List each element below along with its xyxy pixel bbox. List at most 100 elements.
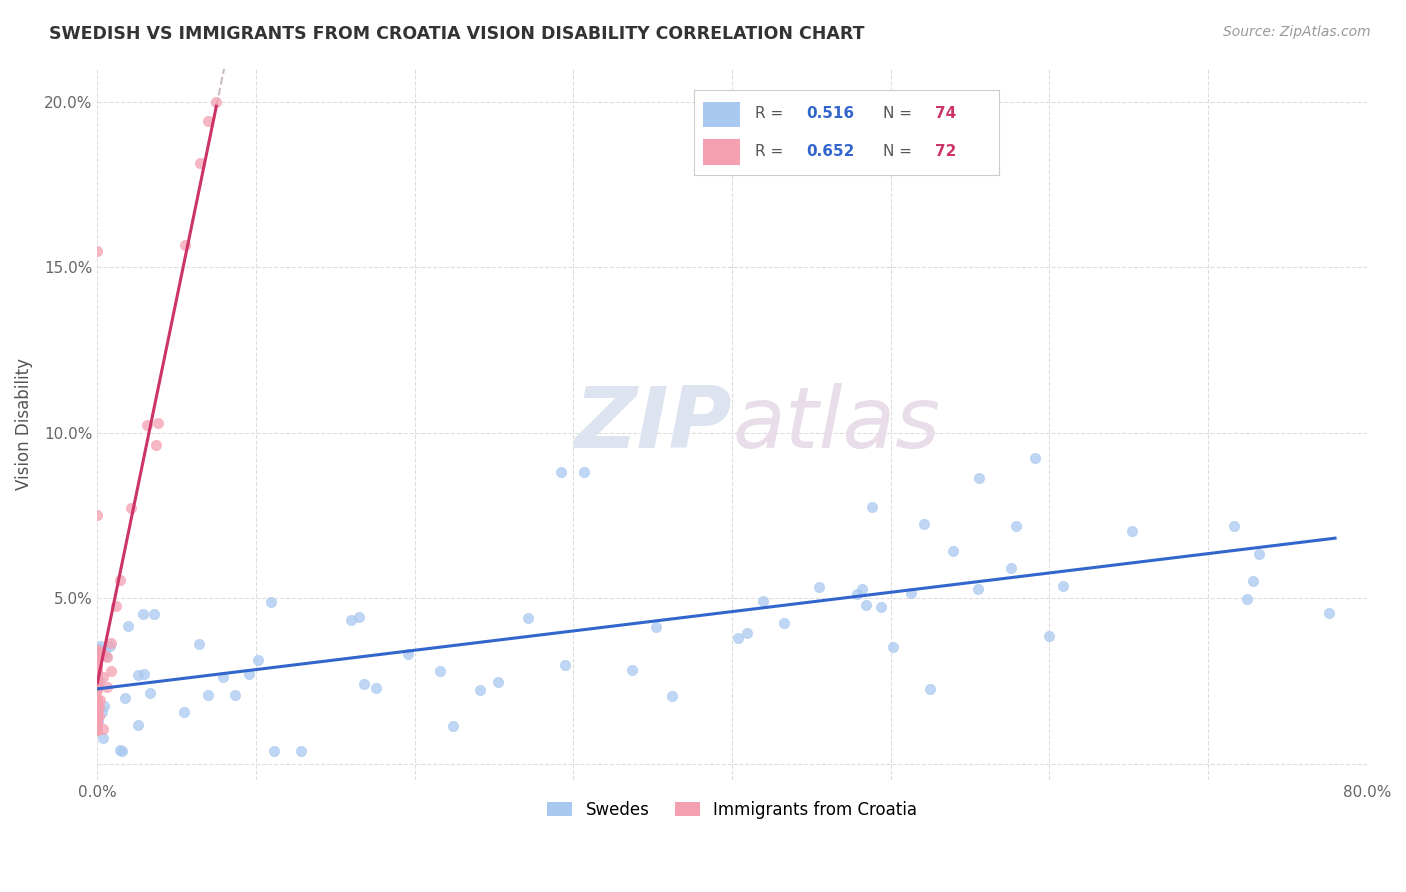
- Point: [94, 649, 117, 664]
- Point: [1052, 579, 1074, 593]
- Point: [621, 664, 644, 678]
- Point: [340, 613, 363, 627]
- Point: [86, 701, 108, 715]
- Point: [86, 653, 108, 667]
- Point: [86, 676, 108, 690]
- Point: [108, 574, 131, 588]
- Point: [808, 580, 831, 594]
- Point: [486, 675, 509, 690]
- Point: [882, 640, 904, 654]
- Point: [86, 673, 108, 688]
- Point: [86, 707, 108, 722]
- Point: [86, 680, 108, 694]
- Point: [86, 715, 108, 730]
- Text: atlas: atlas: [733, 383, 941, 466]
- Point: [86, 669, 108, 683]
- Point: [190, 155, 212, 169]
- Point: [205, 95, 228, 109]
- Point: [96, 680, 118, 694]
- Point: [89, 645, 111, 659]
- Point: [86, 659, 108, 673]
- Point: [396, 647, 419, 661]
- Point: [91, 722, 114, 736]
- Point: [91, 670, 114, 684]
- Point: [86, 670, 108, 684]
- Legend: Swedes, Immigrants from Croatia: Swedes, Immigrants from Croatia: [541, 794, 924, 825]
- Point: [132, 607, 155, 621]
- Point: [187, 637, 209, 651]
- Point: [967, 471, 990, 485]
- Point: [100, 636, 122, 650]
- Point: [89, 693, 111, 707]
- Point: [347, 609, 370, 624]
- Point: [1004, 519, 1026, 533]
- Point: [644, 620, 666, 634]
- Point: [86, 678, 108, 692]
- Point: [86, 716, 108, 731]
- Point: [260, 595, 283, 609]
- Point: [846, 587, 869, 601]
- Point: [93, 698, 115, 713]
- Point: [86, 670, 108, 684]
- Point: [247, 653, 270, 667]
- Point: [146, 417, 169, 431]
- Point: [114, 690, 136, 705]
- Point: [86, 649, 108, 664]
- Point: [100, 664, 122, 678]
- Point: [86, 681, 108, 696]
- Point: [86, 715, 108, 730]
- Point: [86, 244, 108, 258]
- Point: [86, 705, 108, 719]
- Point: [173, 706, 195, 720]
- Point: [516, 611, 538, 625]
- Point: [1121, 524, 1143, 538]
- Point: [86, 649, 108, 664]
- Point: [173, 238, 195, 252]
- Point: [86, 643, 108, 657]
- Point: [1223, 519, 1246, 533]
- Point: [91, 646, 114, 660]
- Point: [735, 626, 758, 640]
- Point: [86, 695, 108, 709]
- Point: [727, 631, 749, 645]
- Text: SWEDISH VS IMMIGRANTS FROM CROATIA VISION DISABILITY CORRELATION CHART: SWEDISH VS IMMIGRANTS FROM CROATIA VISIO…: [49, 25, 865, 43]
- Point: [86, 649, 108, 664]
- Point: [353, 676, 375, 690]
- Y-axis label: Vision Disability: Vision Disability: [15, 359, 32, 491]
- Point: [86, 649, 108, 664]
- Point: [1024, 450, 1046, 465]
- Point: [1247, 547, 1270, 561]
- Point: [290, 743, 312, 757]
- Point: [1236, 591, 1258, 606]
- Point: [86, 650, 108, 665]
- Point: [238, 667, 260, 681]
- Point: [86, 669, 108, 683]
- Point: [752, 594, 775, 608]
- Point: [86, 704, 108, 718]
- Point: [550, 466, 572, 480]
- Point: [900, 585, 922, 599]
- Point: [912, 517, 935, 532]
- Point: [132, 666, 155, 681]
- Point: [212, 671, 235, 685]
- Point: [138, 686, 160, 700]
- Text: ZIP: ZIP: [575, 383, 733, 466]
- Point: [86, 682, 108, 697]
- Point: [1038, 629, 1060, 643]
- Point: [87, 673, 110, 688]
- Point: [127, 667, 149, 681]
- Point: [1000, 561, 1022, 575]
- Point: [127, 717, 149, 731]
- Point: [86, 710, 108, 724]
- Point: [86, 664, 108, 678]
- Point: [197, 688, 219, 702]
- Text: Source: ZipAtlas.com: Source: ZipAtlas.com: [1223, 25, 1371, 39]
- Point: [86, 664, 108, 678]
- Point: [86, 671, 108, 685]
- Point: [224, 688, 246, 702]
- Point: [117, 619, 139, 633]
- Point: [111, 743, 134, 757]
- Point: [86, 697, 108, 711]
- Point: [87, 709, 110, 723]
- Point: [86, 693, 108, 707]
